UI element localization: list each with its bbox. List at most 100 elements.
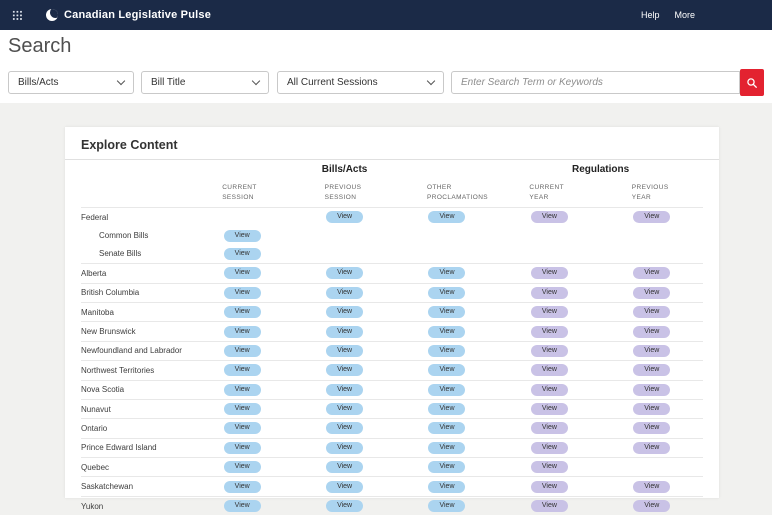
app-launcher-grid-icon[interactable] <box>12 10 22 20</box>
row-label: Nunavut <box>81 405 191 414</box>
view-button[interactable]: View <box>531 364 568 376</box>
view-button[interactable]: View <box>224 230 261 242</box>
view-button[interactable]: View <box>633 442 670 454</box>
view-button[interactable]: View <box>326 422 363 434</box>
view-button[interactable]: View <box>428 481 465 493</box>
cell-current-year: View <box>498 461 600 473</box>
view-button[interactable]: View <box>633 481 670 493</box>
view-button[interactable]: View <box>224 403 261 415</box>
view-button[interactable]: View <box>633 267 670 279</box>
view-button[interactable]: View <box>633 384 670 396</box>
session-select[interactable]: All Current Sessions <box>277 71 444 94</box>
cell-other-proclamations: View <box>396 500 498 512</box>
view-button[interactable]: View <box>633 287 670 299</box>
view-button[interactable]: View <box>531 326 568 338</box>
view-button[interactable]: View <box>326 267 363 279</box>
view-button[interactable]: View <box>428 364 465 376</box>
view-button[interactable]: View <box>633 326 670 338</box>
view-button[interactable]: View <box>531 481 568 493</box>
view-button[interactable]: View <box>428 326 465 338</box>
view-button[interactable]: View <box>224 306 261 318</box>
more-link[interactable]: More <box>674 10 695 20</box>
cell-previous-session: View <box>293 287 395 299</box>
view-button[interactable]: View <box>326 384 363 396</box>
view-button[interactable]: View <box>633 345 670 357</box>
view-button[interactable]: View <box>326 461 363 473</box>
search-controls: Bills/Acts Bill Title All Current Sessio… <box>8 70 764 95</box>
explore-table-body: FederalViewViewViewViewCommon BillsViewS… <box>65 207 719 515</box>
cell-other-proclamations: View <box>396 461 498 473</box>
view-button[interactable]: View <box>428 422 465 434</box>
view-button[interactable]: View <box>428 211 465 223</box>
view-button[interactable]: View <box>428 442 465 454</box>
view-button[interactable]: View <box>326 345 363 357</box>
view-button[interactable]: View <box>531 422 568 434</box>
view-button[interactable]: View <box>224 267 261 279</box>
view-button[interactable]: View <box>224 481 261 493</box>
view-button[interactable]: View <box>531 384 568 396</box>
view-button[interactable]: View <box>224 364 261 376</box>
cell-current-session: View <box>191 461 293 473</box>
row-label: Common Bills <box>81 231 191 240</box>
view-button[interactable]: View <box>326 306 363 318</box>
view-button[interactable]: View <box>428 384 465 396</box>
view-button[interactable]: View <box>531 211 568 223</box>
view-button[interactable]: View <box>224 422 261 434</box>
cell-other-proclamations: View <box>396 481 498 493</box>
view-button[interactable]: View <box>428 461 465 473</box>
view-button[interactable]: View <box>531 442 568 454</box>
view-button[interactable]: View <box>326 326 363 338</box>
table-row-alberta: AlbertaViewViewViewViewView <box>81 263 703 282</box>
chevron-down-icon <box>117 77 125 85</box>
view-button[interactable]: View <box>224 500 261 512</box>
view-button[interactable]: View <box>531 461 568 473</box>
table-row-nova-scotia: Nova ScotiaViewViewViewViewView <box>81 380 703 399</box>
row-label: British Columbia <box>81 288 191 297</box>
view-button[interactable]: View <box>428 500 465 512</box>
search-input[interactable] <box>451 71 740 94</box>
view-button[interactable]: View <box>428 403 465 415</box>
view-button[interactable]: View <box>326 442 363 454</box>
view-button[interactable]: View <box>326 287 363 299</box>
view-button[interactable]: View <box>326 403 363 415</box>
view-button[interactable]: View <box>633 364 670 376</box>
view-button[interactable]: View <box>224 326 261 338</box>
view-button[interactable]: View <box>531 345 568 357</box>
cell-previous-session: View <box>293 306 395 318</box>
search-field-select[interactable]: Bill Title <box>141 71 269 94</box>
view-button[interactable]: View <box>531 403 568 415</box>
view-button[interactable]: View <box>428 267 465 279</box>
view-button[interactable]: View <box>633 403 670 415</box>
view-button[interactable]: View <box>633 422 670 434</box>
search-button[interactable] <box>740 69 764 96</box>
content-type-select[interactable]: Bills/Acts <box>8 71 134 94</box>
view-button[interactable]: View <box>531 306 568 318</box>
view-button[interactable]: View <box>633 211 670 223</box>
view-button[interactable]: View <box>224 384 261 396</box>
column-group-header-row: Bills/ActsRegulations <box>81 160 703 179</box>
view-button[interactable]: View <box>633 500 670 512</box>
view-button[interactable]: View <box>531 500 568 512</box>
view-button[interactable]: View <box>531 287 568 299</box>
view-button[interactable]: View <box>224 248 261 260</box>
view-button[interactable]: View <box>326 364 363 376</box>
view-button[interactable]: View <box>633 306 670 318</box>
view-button[interactable]: View <box>326 211 363 223</box>
view-button[interactable]: View <box>326 500 363 512</box>
view-button[interactable]: View <box>428 306 465 318</box>
view-button[interactable]: View <box>224 345 261 357</box>
table-row-federal: FederalViewViewViewView <box>81 207 703 226</box>
cell-current-session: View <box>191 267 293 279</box>
view-button[interactable]: View <box>224 287 261 299</box>
view-button[interactable]: View <box>531 267 568 279</box>
cell-current-year: View <box>498 267 600 279</box>
view-button[interactable]: View <box>326 481 363 493</box>
site-logo-icon[interactable] <box>46 9 58 21</box>
view-button[interactable]: View <box>224 442 261 454</box>
help-link[interactable]: Help <box>641 10 660 20</box>
view-button[interactable]: View <box>224 461 261 473</box>
cell-current-session: View <box>191 306 293 318</box>
view-button[interactable]: View <box>428 287 465 299</box>
view-button[interactable]: View <box>428 345 465 357</box>
cell-previous-year: View <box>601 442 703 454</box>
